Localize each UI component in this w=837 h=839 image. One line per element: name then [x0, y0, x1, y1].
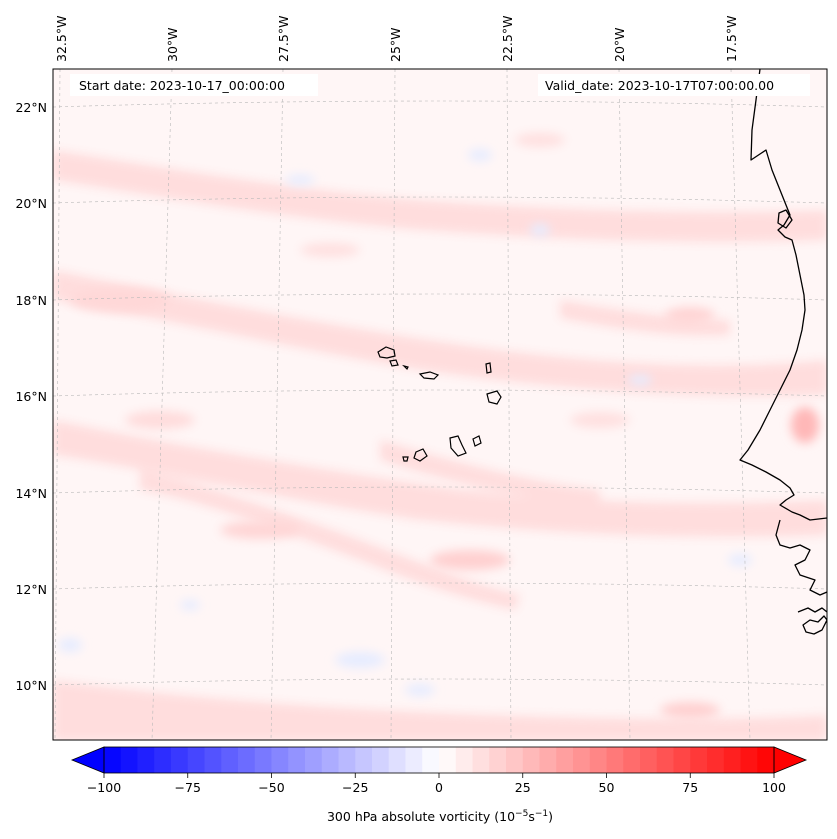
colorbar-tick-label: 0 [435, 780, 443, 795]
colorbar-segment [321, 747, 339, 773]
lon-label: 20°W [612, 27, 627, 62]
colorbar-segment [506, 747, 524, 773]
colorbar-ticks: −100 −75 −50 −25 0 25 50 75 100 [87, 773, 786, 795]
colorbar-segment [723, 747, 741, 773]
lon-label: 17.5°W [724, 16, 739, 62]
colorbar-segment [556, 747, 574, 773]
start-date-box [70, 74, 318, 96]
colorbar-segment [171, 747, 189, 773]
colorbar-min-extension [70, 746, 105, 774]
colorbar-segment [221, 747, 239, 773]
colorbar-segment [187, 747, 205, 773]
colorbar-tick-label: −50 [258, 780, 284, 795]
colorbar-max-extension [773, 746, 808, 774]
colorbar-segment [673, 747, 691, 773]
colorbar-segment [606, 747, 624, 773]
colorbar-segment [439, 747, 457, 773]
colorbar-segment [589, 747, 607, 773]
valid-date-text: Valid_date: 2023-10-17T07:00:00.00 [545, 78, 774, 93]
lon-label: 32.5°W [54, 16, 69, 62]
colorbar-segment [288, 747, 306, 773]
cape-verde-islands [377, 346, 502, 462]
start-date-text: Start date: 2023-10-17_00:00:00 [79, 78, 285, 93]
lat-label: 18°N [15, 293, 47, 308]
colorbar-segment [757, 747, 775, 773]
lon-label: 30°W [165, 27, 180, 62]
colorbar-segments [104, 747, 775, 773]
colorbar-tick-label: 100 [762, 780, 786, 795]
colorbar-tick-label: −75 [175, 780, 201, 795]
colorbar: −100 −75 −50 −25 0 25 50 75 100 300 hPa absolute… [70, 746, 808, 824]
colorbar-segment [355, 747, 373, 773]
lon-label: 25°W [388, 27, 403, 62]
colorbar-segment [372, 747, 390, 773]
colorbar-segment [137, 747, 155, 773]
colorbar-segment [472, 747, 490, 773]
colorbar-label: 300 hPa absolute vorticity (10−5s−1) [327, 809, 553, 824]
lat-label: 12°N [15, 582, 47, 597]
longitude-labels: 32.5°W 30°W 27.5°W 25°W 22.5°W 20°W 17.5… [54, 16, 739, 62]
colorbar-segment [573, 747, 591, 773]
colorbar-tick-label: −100 [87, 780, 121, 795]
colorbar-segment [707, 747, 725, 773]
colorbar-segment [690, 747, 708, 773]
lat-label: 20°N [15, 196, 47, 211]
colorbar-segment [539, 747, 557, 773]
colorbar-segment [422, 747, 440, 773]
colorbar-tick-label: 25 [515, 780, 531, 795]
valid-date-box [538, 74, 810, 96]
lat-label: 16°N [15, 389, 47, 404]
colorbar-segment [489, 747, 507, 773]
colorbar-segment [120, 747, 138, 773]
lat-label: 10°N [15, 678, 47, 693]
colorbar-segment [305, 747, 323, 773]
colorbar-tick-label: 50 [599, 780, 615, 795]
colorbar-segment [204, 747, 222, 773]
lon-label: 27.5°W [276, 16, 291, 62]
lat-label: 22°N [15, 100, 47, 115]
colorbar-segment [271, 747, 289, 773]
colorbar-segment [455, 747, 473, 773]
map-frame [52, 68, 828, 741]
colorbar-segment [238, 747, 256, 773]
colorbar-segment [405, 747, 423, 773]
latitude-labels: 22°N 20°N 18°N 16°N 14°N 12°N 10°N [15, 100, 47, 693]
colorbar-segment [388, 747, 406, 773]
colorbar-segment [154, 747, 172, 773]
colorbar-segment [656, 747, 674, 773]
african-coastline [739, 69, 827, 635]
colorbar-segment [740, 747, 758, 773]
colorbar-segment [338, 747, 356, 773]
colorbar-segment [640, 747, 658, 773]
colorbar-segment [522, 747, 540, 773]
colorbar-tick-label: 75 [682, 780, 698, 795]
lon-label: 22.5°W [500, 16, 515, 62]
gridlines [53, 69, 827, 740]
vorticity-field [53, 69, 827, 740]
colorbar-segment [623, 747, 641, 773]
colorbar-segment [254, 747, 272, 773]
colorbar-tick-label: −25 [342, 780, 368, 795]
lat-label: 14°N [15, 486, 47, 501]
colorbar-segment [104, 747, 122, 773]
